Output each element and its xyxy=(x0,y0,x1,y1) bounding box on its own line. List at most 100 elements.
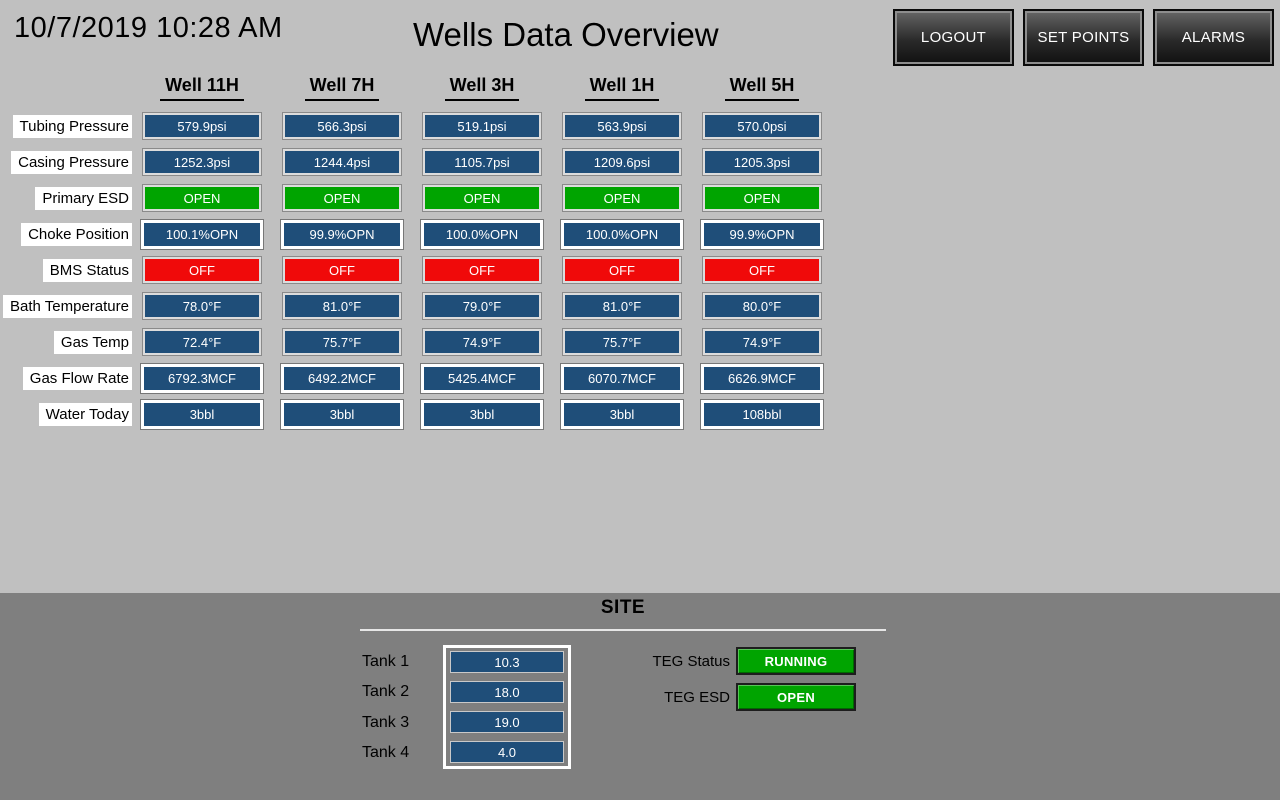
value-box[interactable]: OFF xyxy=(563,257,681,283)
row-label-text: Choke Position xyxy=(21,222,132,246)
row-label-text: Gas Temp xyxy=(53,330,132,354)
value-cell: 79.0°F xyxy=(412,288,552,324)
value-box[interactable]: 579.9psi xyxy=(143,113,261,139)
value-box[interactable]: 74.9°F xyxy=(423,329,541,355)
value-box[interactable]: OFF xyxy=(423,257,541,283)
set-points-button[interactable]: SET POINTS xyxy=(1023,9,1144,66)
value-cell: 78.0°F xyxy=(132,288,272,324)
tank-labels: Tank 1 Tank 2 Tank 3 Tank 4 xyxy=(362,647,409,769)
value-box[interactable]: 1244.4psi xyxy=(283,149,401,175)
value-box[interactable]: 99.9%OPN xyxy=(701,219,823,249)
value-cell: 75.7°F xyxy=(272,324,412,360)
value-box[interactable]: 3bbl xyxy=(281,399,403,429)
tank-label: Tank 4 xyxy=(362,744,410,762)
value-box[interactable]: 6070.7MCF xyxy=(561,363,683,393)
value-box[interactable]: 1205.3psi xyxy=(703,149,821,175)
well-column-header: Well 7H xyxy=(272,68,412,108)
value-cell: 99.9%OPN xyxy=(692,216,832,252)
value-cell: 100.1%OPN xyxy=(132,216,272,252)
value-box[interactable]: 72.4°F xyxy=(143,329,261,355)
value-box[interactable]: 75.7°F xyxy=(563,329,681,355)
value-box[interactable]: 100.1%OPN xyxy=(141,219,263,249)
teg-label: TEG ESD xyxy=(664,688,730,706)
value-cell: 74.9°F xyxy=(412,324,552,360)
tank-level-box[interactable]: 4.0 xyxy=(450,741,564,763)
row-label: Tubing Pressure xyxy=(0,108,132,144)
value-box[interactable]: 3bbl xyxy=(421,399,543,429)
grid-corner xyxy=(0,68,132,108)
row-label: Primary ESD xyxy=(0,180,132,216)
tank-level-box[interactable]: 19.0 xyxy=(450,711,564,733)
value-box[interactable]: 99.9%OPN xyxy=(281,219,403,249)
datetime-display: 10/7/2019 10:28 AM xyxy=(14,12,283,44)
value-cell: OFF xyxy=(272,252,412,288)
value-box[interactable]: 75.7°F xyxy=(283,329,401,355)
value-cell: 3bbl xyxy=(272,396,412,432)
value-box[interactable]: 108bbl xyxy=(701,399,823,429)
row-label: BMS Status xyxy=(0,252,132,288)
row-label: Casing Pressure xyxy=(0,144,132,180)
value-box[interactable]: OFF xyxy=(703,257,821,283)
tank-label: Tank 2 xyxy=(362,683,410,701)
value-box[interactable]: 6792.3MCF xyxy=(141,363,263,393)
teg-status-box[interactable]: OPEN xyxy=(736,683,856,711)
value-box[interactable]: 100.0%OPN xyxy=(561,219,683,249)
value-box[interactable]: 1252.3psi xyxy=(143,149,261,175)
value-cell: OPEN xyxy=(552,180,692,216)
value-cell: 1205.3psi xyxy=(692,144,832,180)
value-cell: 81.0°F xyxy=(272,288,412,324)
value-cell: OPEN xyxy=(692,180,832,216)
row-label-text: Casing Pressure xyxy=(11,150,132,174)
site-panel: SITE Tank 1 Tank 2 Tank 3 Tank 4 10.3 18.0 19… xyxy=(0,593,1280,800)
value-box[interactable]: 5425.4MCF xyxy=(421,363,543,393)
value-box[interactable]: OPEN xyxy=(143,185,261,211)
value-box[interactable]: 1209.6psi xyxy=(563,149,681,175)
value-box[interactable]: 79.0°F xyxy=(423,293,541,319)
value-cell: 5425.4MCF xyxy=(412,360,552,396)
value-box[interactable]: OPEN xyxy=(563,185,681,211)
value-cell: 519.1psi xyxy=(412,108,552,144)
value-cell: 80.0°F xyxy=(692,288,832,324)
value-box[interactable]: OFF xyxy=(143,257,261,283)
value-cell: OPEN xyxy=(412,180,552,216)
well-column-header-label: Well 7H xyxy=(304,75,380,101)
value-box[interactable]: OFF xyxy=(283,257,401,283)
value-cell: 100.0%OPN xyxy=(552,216,692,252)
tank-level-box[interactable]: 10.3 xyxy=(450,651,564,673)
row-label: Choke Position xyxy=(0,216,132,252)
value-box[interactable]: 80.0°F xyxy=(703,293,821,319)
value-box[interactable]: 3bbl xyxy=(141,399,263,429)
value-cell: OFF xyxy=(552,252,692,288)
well-column-header-label: Well 5H xyxy=(724,75,800,101)
tank-level-box[interactable]: 18.0 xyxy=(450,681,564,703)
row-label-text: Water Today xyxy=(38,402,132,426)
value-box[interactable]: 563.9psi xyxy=(563,113,681,139)
nav-buttons: LOGOUT SET POINTS ALARMS xyxy=(893,9,1274,66)
value-cell: 81.0°F xyxy=(552,288,692,324)
value-box[interactable]: 6492.2MCF xyxy=(281,363,403,393)
value-box[interactable]: 570.0psi xyxy=(703,113,821,139)
value-box[interactable]: 78.0°F xyxy=(143,293,261,319)
value-box[interactable]: 74.9°F xyxy=(703,329,821,355)
value-box[interactable]: 519.1psi xyxy=(423,113,541,139)
value-box[interactable]: OPEN xyxy=(703,185,821,211)
value-box[interactable]: 81.0°F xyxy=(283,293,401,319)
value-box[interactable]: 100.0%OPN xyxy=(421,219,543,249)
logout-button[interactable]: LOGOUT xyxy=(893,9,1014,66)
alarms-button[interactable]: ALARMS xyxy=(1153,9,1274,66)
value-box[interactable]: 566.3psi xyxy=(283,113,401,139)
teg-status-box[interactable]: RUNNING xyxy=(736,647,856,675)
well-column-header: Well 5H xyxy=(692,68,832,108)
site-title: SITE xyxy=(360,597,886,631)
value-box[interactable]: 1105.7psi xyxy=(423,149,541,175)
value-cell: 99.9%OPN xyxy=(272,216,412,252)
value-box[interactable]: 3bbl xyxy=(561,399,683,429)
value-cell: 1244.4psi xyxy=(272,144,412,180)
row-label-text: BMS Status xyxy=(42,258,132,282)
value-cell: 6792.3MCF xyxy=(132,360,272,396)
value-box[interactable]: 6626.9MCF xyxy=(701,363,823,393)
value-cell: OFF xyxy=(132,252,272,288)
value-box[interactable]: 81.0°F xyxy=(563,293,681,319)
value-box[interactable]: OPEN xyxy=(423,185,541,211)
value-box[interactable]: OPEN xyxy=(283,185,401,211)
